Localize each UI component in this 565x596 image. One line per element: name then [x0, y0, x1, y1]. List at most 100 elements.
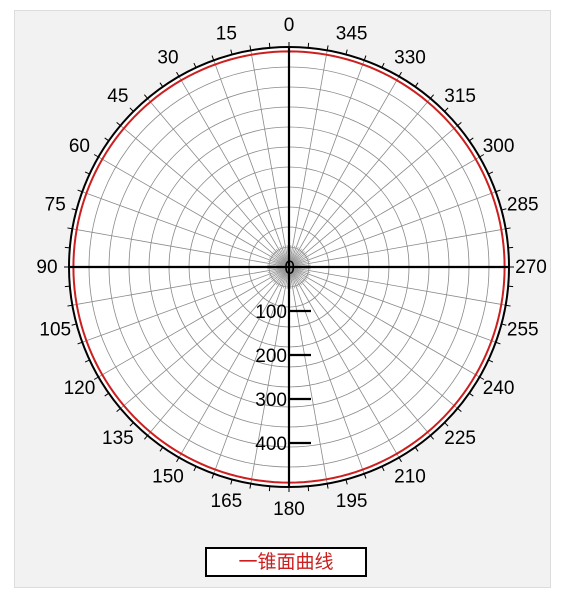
outer-tick: [326, 483, 329, 489]
grid-spoke: [250, 266, 290, 484]
outer-tick: [326, 45, 329, 51]
series-point: [232, 57, 235, 60]
outer-tick: [129, 422, 134, 427]
outer-tick: [414, 82, 419, 88]
outer-tick: [176, 457, 180, 463]
outer-tick: [381, 466, 385, 472]
grid-spoke: [288, 50, 328, 268]
grid-spoke: [178, 266, 290, 458]
grid-spoke: [288, 266, 328, 484]
outer-tick: [93, 154, 99, 158]
angle-label: 15: [216, 23, 237, 44]
grid-spoke: [147, 266, 290, 436]
radial-tick-label: 300: [255, 390, 287, 411]
angle-label: 90: [36, 257, 57, 278]
outer-tick: [398, 71, 402, 77]
grid-spoke: [288, 76, 400, 268]
angle-label: 315: [444, 86, 476, 107]
grid-spoke: [213, 60, 290, 268]
grid-spoke: [178, 76, 290, 268]
outer-tick: [398, 457, 402, 463]
outer-tick: [193, 62, 197, 68]
angle-label: 240: [483, 378, 515, 399]
outer-tick: [129, 107, 134, 112]
grid-spoke: [147, 98, 290, 268]
outer-tick: [345, 49, 348, 55]
outer-tick: [468, 392, 474, 397]
outer-tick: [67, 304, 73, 307]
grid-spoke: [288, 266, 431, 436]
outer-tick: [488, 359, 494, 363]
series-point: [101, 373, 104, 376]
outer-tick: [230, 479, 233, 485]
grid-spoke: [288, 266, 480, 378]
outer-tick: [430, 435, 435, 440]
grid-spoke: [250, 50, 290, 268]
outer-tick: [444, 422, 449, 427]
grid-spoke: [288, 228, 506, 268]
series-point: [232, 474, 235, 477]
outer-tick: [159, 446, 164, 452]
outer-tick: [77, 189, 83, 193]
angle-label: 285: [507, 194, 539, 215]
legend-series-label: 一锥面曲线: [238, 550, 334, 573]
grid-spoke: [288, 266, 496, 343]
angle-label: 45: [107, 86, 128, 107]
series-point: [79, 321, 82, 324]
outer-tick: [495, 341, 501, 345]
angle-label: 165: [211, 491, 243, 512]
outer-tick: [414, 446, 419, 452]
series-point: [496, 210, 499, 213]
angle-label: 345: [336, 23, 368, 44]
radial-tick-label: 400: [255, 434, 287, 455]
grid-spoke: [288, 125, 458, 268]
grid-spoke: [72, 266, 290, 306]
series-point: [440, 113, 443, 116]
outer-tick: [363, 55, 367, 61]
series-point: [496, 321, 499, 324]
outer-tick: [211, 473, 215, 479]
grid-spoke: [120, 266, 290, 409]
outer-tick: [444, 107, 449, 112]
series-point: [343, 57, 346, 60]
angle-label: 75: [45, 194, 66, 215]
angle-label: 270: [515, 257, 547, 278]
outer-tick: [143, 435, 148, 440]
grid-spoke: [288, 266, 400, 458]
outer-tick: [176, 71, 180, 77]
angle-label: 105: [39, 320, 71, 341]
outer-tick: [211, 55, 215, 61]
grid-spoke: [288, 191, 496, 268]
axis-layer: [64, 42, 514, 492]
series-point: [101, 158, 104, 161]
outer-tick: [104, 392, 110, 397]
outer-tick: [77, 341, 83, 345]
grid-spoke: [213, 266, 290, 474]
outer-tick: [505, 304, 511, 307]
outer-tick: [230, 49, 233, 55]
series-point: [343, 474, 346, 477]
series-point: [180, 79, 183, 82]
grid-spoke: [288, 98, 431, 268]
angle-label: 60: [69, 136, 90, 157]
outer-tick: [193, 466, 197, 472]
angle-label: 225: [444, 428, 476, 449]
grid-spoke: [288, 266, 365, 474]
series-point: [474, 158, 477, 161]
angle-label: 0: [284, 15, 295, 36]
outer-tick: [430, 94, 435, 99]
grid-spoke: [82, 191, 290, 268]
outer-tick: [71, 323, 77, 326]
angle-label: 135: [102, 428, 134, 449]
legend: 一锥面曲线: [205, 547, 367, 577]
angle-label: 210: [394, 467, 426, 488]
radial-tick-label: 100: [255, 302, 287, 323]
outer-tick: [116, 121, 121, 126]
outer-tick: [488, 171, 494, 175]
angle-label: 120: [64, 378, 96, 399]
outer-tick: [143, 94, 148, 99]
outer-tick: [84, 359, 90, 363]
series-point: [474, 373, 477, 376]
series-point: [440, 418, 443, 421]
